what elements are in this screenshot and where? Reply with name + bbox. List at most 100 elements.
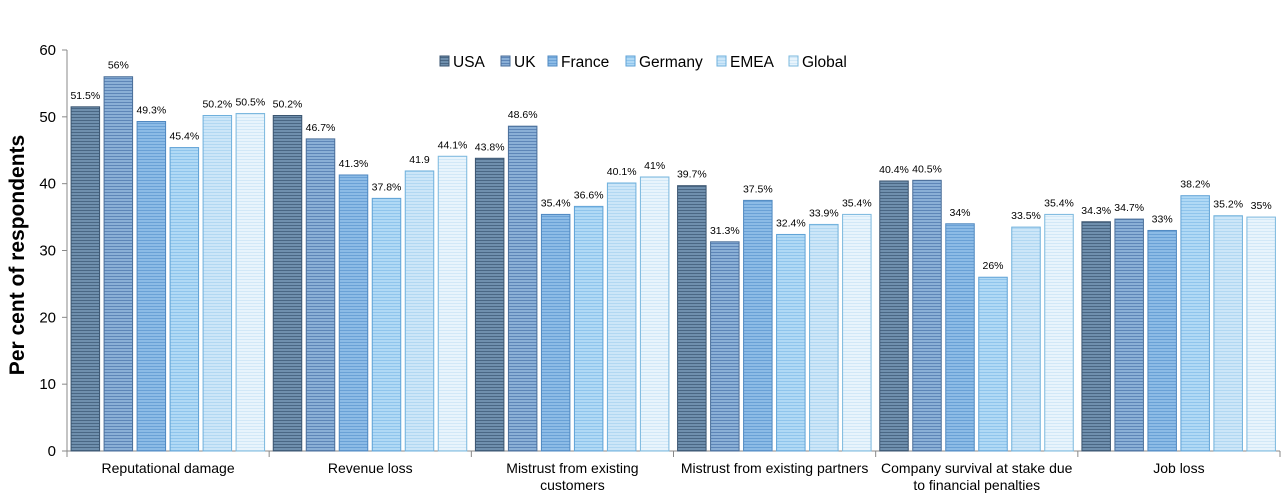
category-label: Revenue loss xyxy=(328,460,413,476)
bar-france xyxy=(136,121,167,452)
legend-label-uk: UK xyxy=(514,54,536,71)
data-label: 34% xyxy=(949,207,970,219)
y-axis-label: Per cent of respondents xyxy=(6,135,29,375)
bar-emea xyxy=(404,170,435,452)
data-labels-group: 51.5% 50.2% 43.8% 39.7% 40.4% 34.3% 56% 46.7% 48… xyxy=(70,60,1271,273)
bar-global xyxy=(235,112,266,452)
data-label: 35.2% xyxy=(1213,199,1243,211)
category-label: Company survival at stake due xyxy=(881,460,1073,476)
data-label: 50.5% xyxy=(235,96,265,108)
bars-group xyxy=(70,76,1276,452)
bar-uk xyxy=(103,76,134,452)
bar-germany xyxy=(573,205,604,452)
legend-label-france: France xyxy=(561,54,609,71)
y-tick-label: 30 xyxy=(39,243,56,260)
category-label: Mistrust from existing xyxy=(506,460,638,476)
bar-usa xyxy=(474,157,505,452)
bar-germany xyxy=(978,276,1008,452)
category-label: Mistrust from existing partners xyxy=(681,460,869,476)
data-label: 33.9% xyxy=(809,207,839,219)
bar-emea xyxy=(1011,226,1041,452)
y-tick-label: 10 xyxy=(39,376,56,393)
y-tick-label: 20 xyxy=(39,309,56,326)
data-label: 37.8% xyxy=(372,181,402,193)
bar-uk xyxy=(507,125,538,452)
data-label: 43.8% xyxy=(475,141,505,153)
data-label: 35.4% xyxy=(842,197,872,209)
data-label: 33.5% xyxy=(1011,210,1041,222)
legend-swatch-france xyxy=(547,55,558,67)
data-label: 35% xyxy=(1251,200,1272,212)
data-label: 34.3% xyxy=(1081,205,1111,217)
bar-emea xyxy=(809,223,839,452)
bar-france xyxy=(1147,229,1177,452)
data-label: 50.2% xyxy=(273,98,303,110)
y-tick-label: 50 xyxy=(39,109,56,126)
data-label: 37.5% xyxy=(743,183,773,195)
data-label: 26% xyxy=(982,260,1003,272)
bar-uk xyxy=(912,179,942,452)
data-label: 38.2% xyxy=(1180,179,1210,191)
bar-france xyxy=(743,199,773,452)
legend-label-emea: EMEA xyxy=(730,54,775,71)
data-label: 41.3% xyxy=(339,158,369,170)
data-label: 35.4% xyxy=(1044,197,1074,209)
bar-germany xyxy=(169,147,200,452)
legend-swatch-germany xyxy=(625,55,636,67)
data-label: 50.2% xyxy=(202,98,232,110)
category-label: Job loss xyxy=(1153,460,1204,476)
legend-label-global: Global xyxy=(802,54,847,71)
bar-france xyxy=(945,223,975,452)
category-label: to financial penalties xyxy=(913,477,1040,493)
data-label: 49.3% xyxy=(136,105,166,117)
bar-usa xyxy=(879,180,909,452)
bar-uk xyxy=(305,138,336,452)
bar-global xyxy=(842,213,872,452)
data-label: 41.9 xyxy=(409,154,430,166)
bar-global xyxy=(1246,216,1276,452)
data-label: 39.7% xyxy=(677,169,707,181)
bar-usa xyxy=(70,106,101,452)
data-label: 40.4% xyxy=(879,164,909,176)
bar-germany xyxy=(776,233,806,452)
data-label: 32.4% xyxy=(776,217,806,229)
legend: USA UK France Germany EMEA Global xyxy=(439,54,847,71)
data-label: 44.1% xyxy=(438,139,468,151)
legend-swatch-usa xyxy=(439,55,450,67)
data-label: 45.4% xyxy=(169,131,199,143)
axes: 0 10 20 30 40 50 60 xyxy=(39,42,1281,460)
bar-emea xyxy=(1213,215,1243,452)
bar-uk xyxy=(1114,218,1144,452)
category-labels-group: Reputational damage Revenue loss Mistrust … xyxy=(102,460,1205,493)
bar-france xyxy=(540,213,571,452)
y-tick-label: 0 xyxy=(48,443,56,460)
bar-uk xyxy=(710,241,740,452)
data-label: 36.6% xyxy=(574,189,604,201)
data-label: 40.1% xyxy=(607,166,637,178)
legend-swatch-uk xyxy=(500,55,511,67)
data-label: 46.7% xyxy=(306,122,336,134)
category-label: Reputational damage xyxy=(102,460,235,476)
legend-label-usa: USA xyxy=(453,54,486,71)
category-label: customers xyxy=(540,477,605,493)
bar-usa xyxy=(677,185,707,452)
data-label: 34.7% xyxy=(1114,202,1144,214)
data-label: 41% xyxy=(644,160,665,172)
legend-label-germany: Germany xyxy=(639,54,703,71)
bar-germany xyxy=(371,197,402,452)
legend-swatch-global xyxy=(788,55,799,67)
data-label: 35.4% xyxy=(541,197,571,209)
bar-global xyxy=(639,176,670,452)
data-label: 31.3% xyxy=(710,225,740,237)
bar-usa xyxy=(1081,221,1111,452)
data-label: 56% xyxy=(108,60,129,72)
bar-usa xyxy=(272,114,303,452)
data-label: 48.6% xyxy=(508,109,538,121)
y-tick-label: 60 xyxy=(39,42,56,59)
data-label: 40.5% xyxy=(912,163,942,175)
data-label: 51.5% xyxy=(70,90,100,102)
bar-emea xyxy=(202,114,233,452)
bar-germany xyxy=(1180,195,1210,452)
bar-global xyxy=(437,155,468,452)
